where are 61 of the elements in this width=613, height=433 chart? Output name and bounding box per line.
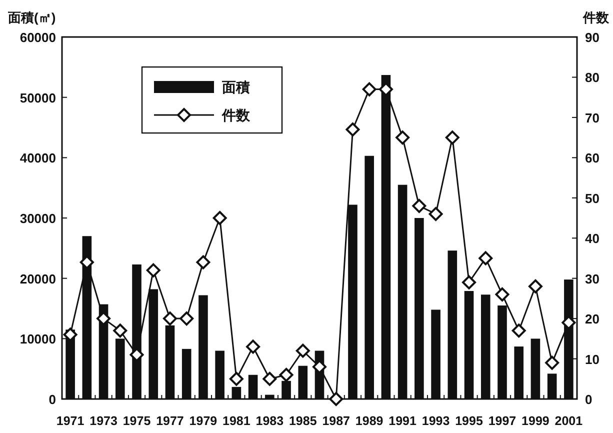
y2-tick-label: 40 [585, 231, 600, 246]
legend-label: 件数 [221, 107, 251, 123]
x-tick-label: 1973 [90, 414, 118, 428]
point [528, 279, 542, 294]
point [412, 198, 426, 213]
x-tick-label: 1971 [56, 414, 84, 428]
x-tick-label: 1983 [256, 414, 284, 428]
y2-tick-label: 90 [585, 30, 600, 45]
x-tick-label: 1989 [355, 414, 384, 428]
y2-tick-label: 60 [585, 150, 600, 166]
legend-label: 面積 [221, 79, 250, 95]
x-tick-label: 1999 [522, 414, 550, 428]
point [262, 372, 277, 386]
point [180, 312, 194, 326]
point [246, 340, 260, 354]
y2-tick-label: 70 [585, 110, 600, 126]
point [329, 392, 344, 406]
x-tick-label: 1977 [156, 414, 184, 428]
x-tick-label: 1993 [422, 414, 450, 428]
y2-tick-label: 50 [585, 190, 600, 206]
point [196, 255, 210, 270]
x-tick-label: 1979 [189, 414, 218, 428]
x-tick-label: 1997 [488, 414, 516, 428]
point [146, 263, 160, 278]
y-tick-label: 60000 [20, 30, 56, 45]
y-tick-label: 10000 [20, 332, 56, 347]
point [162, 312, 177, 326]
point [296, 344, 310, 358]
x-tick-label: 2001 [554, 414, 583, 428]
y-tick-label: 0 [48, 392, 56, 407]
y-tick-label: 50000 [20, 90, 56, 106]
y2-tick-label: 20 [585, 312, 600, 327]
point [279, 368, 294, 382]
x-tick-label: 1995 [455, 414, 483, 428]
point [396, 130, 410, 145]
y-tick-label: 20000 [20, 271, 56, 286]
x-tick-label: 1987 [322, 414, 350, 428]
y2-axis-title: 件数 [582, 10, 610, 25]
point [362, 82, 376, 96]
point [495, 287, 510, 302]
y2-tick-label: 0 [585, 392, 592, 407]
point [428, 206, 443, 221]
point [113, 324, 128, 338]
y-tick-label: 40000 [20, 150, 56, 166]
point [229, 372, 244, 386]
x-tick-label: 1975 [122, 414, 151, 428]
point [212, 211, 227, 225]
point [512, 324, 526, 338]
y2-tick-label: 10 [585, 352, 600, 367]
x-tick-label: 1981 [222, 414, 250, 428]
point [445, 130, 460, 145]
point [478, 251, 493, 266]
x-tick-label: 1985 [288, 414, 317, 428]
point [346, 122, 360, 137]
x-tick-label: 1991 [388, 414, 417, 428]
y-axis-title: 面積(㎡) [7, 10, 56, 25]
point [545, 356, 560, 370]
y2-tick-label: 80 [585, 70, 600, 86]
y-tick-label: 30000 [20, 211, 56, 226]
point [462, 275, 476, 290]
y2-tick-label: 30 [585, 271, 600, 286]
